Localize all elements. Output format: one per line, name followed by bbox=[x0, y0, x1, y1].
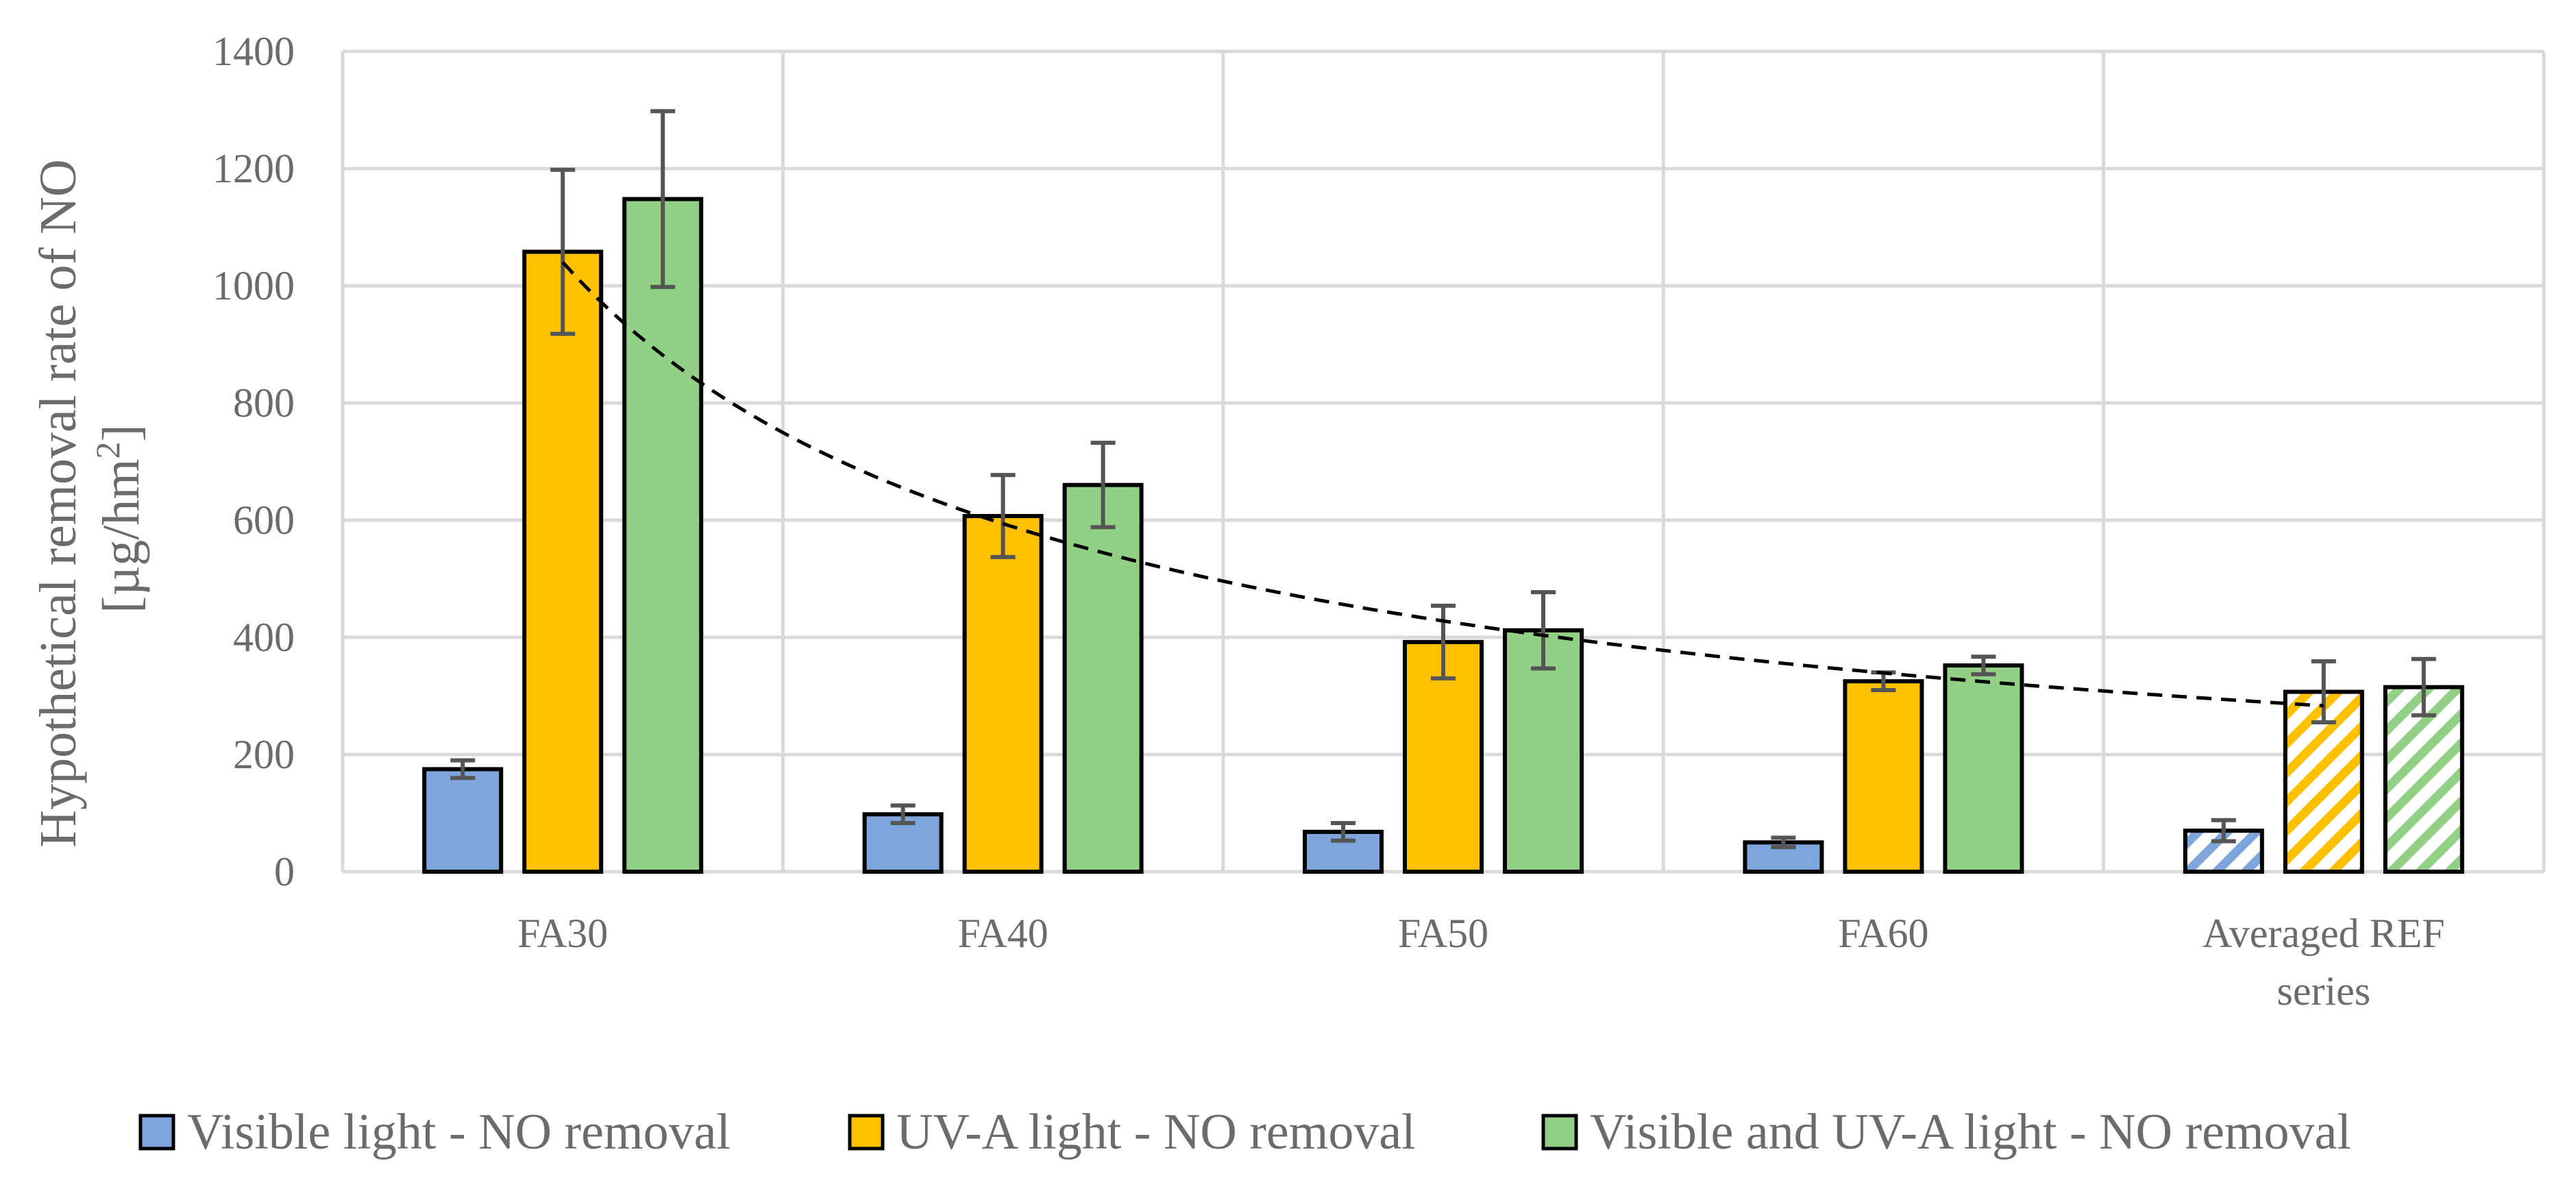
y-axis-title: Hypothetical removal rate of NO [µg/hm2] bbox=[29, 146, 150, 848]
x-tick-label: FA30 bbox=[517, 911, 608, 956]
gridlines bbox=[341, 49, 2546, 874]
legend-swatch bbox=[138, 1114, 175, 1151]
x-tick-label-line: FA30 bbox=[517, 911, 608, 956]
y-axis-title-superscript: 2 bbox=[88, 441, 127, 458]
x-tick-label-line: FA60 bbox=[1838, 911, 1928, 956]
bar-2-1 bbox=[522, 249, 604, 874]
x-axis-ticks: FA30 FA40 FA50 FA60 Averaged REF series bbox=[517, 911, 2445, 1014]
x-tick-label: FA60 bbox=[1838, 911, 1928, 956]
y-tick-label: 1400 bbox=[212, 29, 295, 74]
legend-label: Visible and UV-A light - NO removal bbox=[1590, 1104, 2351, 1160]
x-tick-label-line: FA50 bbox=[1398, 911, 1488, 956]
y-axis-title-line1: Hypothetical removal rate of NO bbox=[29, 159, 87, 848]
bar-3-2 bbox=[1062, 482, 1144, 874]
legend-label: Visible light - NO removal bbox=[187, 1104, 731, 1160]
x-tick-label: FA50 bbox=[1398, 911, 1488, 956]
bar-3-1 bbox=[622, 197, 704, 874]
y-axis-ticks: 0 200 400 600 800 1000 1200 1400 bbox=[212, 29, 295, 894]
bar-1-2 bbox=[862, 812, 944, 874]
y-tick-label: 0 bbox=[274, 849, 295, 894]
legend: Visible light - NO removal UV-A light - N… bbox=[138, 1104, 2351, 1160]
y-tick-label: 1200 bbox=[212, 146, 295, 191]
y-tick-label: 800 bbox=[233, 380, 295, 426]
legend-swatch bbox=[848, 1114, 885, 1151]
x-tick-label-line: series bbox=[2277, 968, 2370, 1014]
bar-2-4 bbox=[1843, 679, 1924, 874]
trendline-group bbox=[561, 261, 2324, 708]
x-tick-label: FA40 bbox=[957, 911, 1048, 956]
bar-3-3 bbox=[1503, 628, 1584, 874]
y-tick-label: 1000 bbox=[212, 263, 295, 308]
legend-swatch bbox=[1541, 1114, 1578, 1151]
x-tick-label-line: Averaged REF bbox=[2203, 911, 2445, 956]
x-tick-label-line: FA40 bbox=[957, 911, 1048, 956]
y-axis-title-line2: [µg/hm bbox=[93, 458, 150, 613]
y-axis-title-bracket: ] bbox=[93, 424, 150, 441]
y-tick-label: 600 bbox=[233, 498, 295, 543]
y-tick-label: 200 bbox=[233, 732, 295, 777]
bar-3-5 bbox=[2383, 685, 2464, 874]
legend-label: UV-A light - NO removal bbox=[896, 1104, 1416, 1160]
x-tick-label: Averaged REF series bbox=[2203, 911, 2445, 1014]
bar-3-4 bbox=[1943, 663, 2024, 874]
y-tick-label: 400 bbox=[233, 615, 295, 660]
bar-1-1 bbox=[422, 767, 504, 874]
bars bbox=[422, 197, 2464, 874]
trendline bbox=[561, 261, 2324, 708]
bar-2-2 bbox=[962, 514, 1044, 874]
